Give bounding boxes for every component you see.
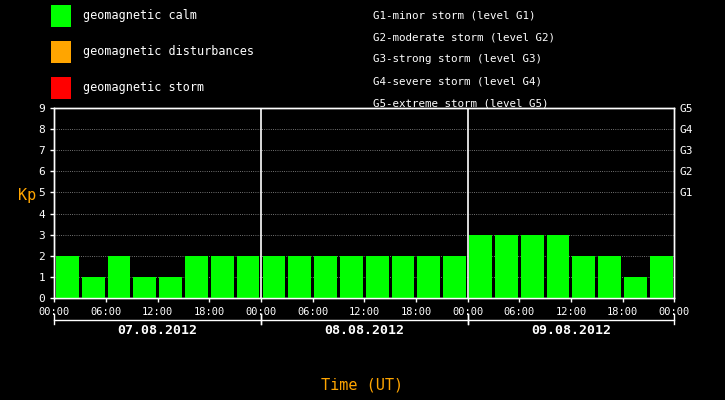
Y-axis label: Kp: Kp xyxy=(18,188,36,203)
Text: G4-severe storm (level G4): G4-severe storm (level G4) xyxy=(373,76,542,86)
Text: geomagnetic disturbances: geomagnetic disturbances xyxy=(83,46,254,58)
Bar xyxy=(598,256,621,298)
Bar xyxy=(314,256,337,298)
Bar xyxy=(236,256,260,298)
Bar xyxy=(160,277,182,298)
Bar xyxy=(211,256,233,298)
Text: 08.08.2012: 08.08.2012 xyxy=(324,324,405,337)
Text: 07.08.2012: 07.08.2012 xyxy=(117,324,198,337)
Bar xyxy=(624,277,647,298)
Bar xyxy=(650,256,673,298)
Bar xyxy=(573,256,595,298)
Bar xyxy=(56,256,79,298)
Text: G1-minor storm (level G1): G1-minor storm (level G1) xyxy=(373,10,536,20)
Bar xyxy=(340,256,362,298)
Text: 09.08.2012: 09.08.2012 xyxy=(531,324,611,337)
Text: geomagnetic calm: geomagnetic calm xyxy=(83,10,197,22)
Bar xyxy=(392,256,415,298)
Bar xyxy=(107,256,130,298)
Bar xyxy=(82,277,104,298)
Bar xyxy=(469,235,492,298)
Text: G5-extreme storm (level G5): G5-extreme storm (level G5) xyxy=(373,98,549,108)
Text: Time (UT): Time (UT) xyxy=(321,377,404,392)
Bar xyxy=(289,256,311,298)
Bar xyxy=(366,256,389,298)
Bar xyxy=(521,235,544,298)
Bar xyxy=(133,277,156,298)
Text: G2-moderate storm (level G2): G2-moderate storm (level G2) xyxy=(373,32,555,42)
Bar xyxy=(185,256,208,298)
Bar xyxy=(443,256,466,298)
Bar xyxy=(547,235,569,298)
Text: geomagnetic storm: geomagnetic storm xyxy=(83,82,204,94)
Bar xyxy=(418,256,440,298)
Text: G3-strong storm (level G3): G3-strong storm (level G3) xyxy=(373,54,542,64)
Bar xyxy=(495,235,518,298)
Bar xyxy=(262,256,286,298)
